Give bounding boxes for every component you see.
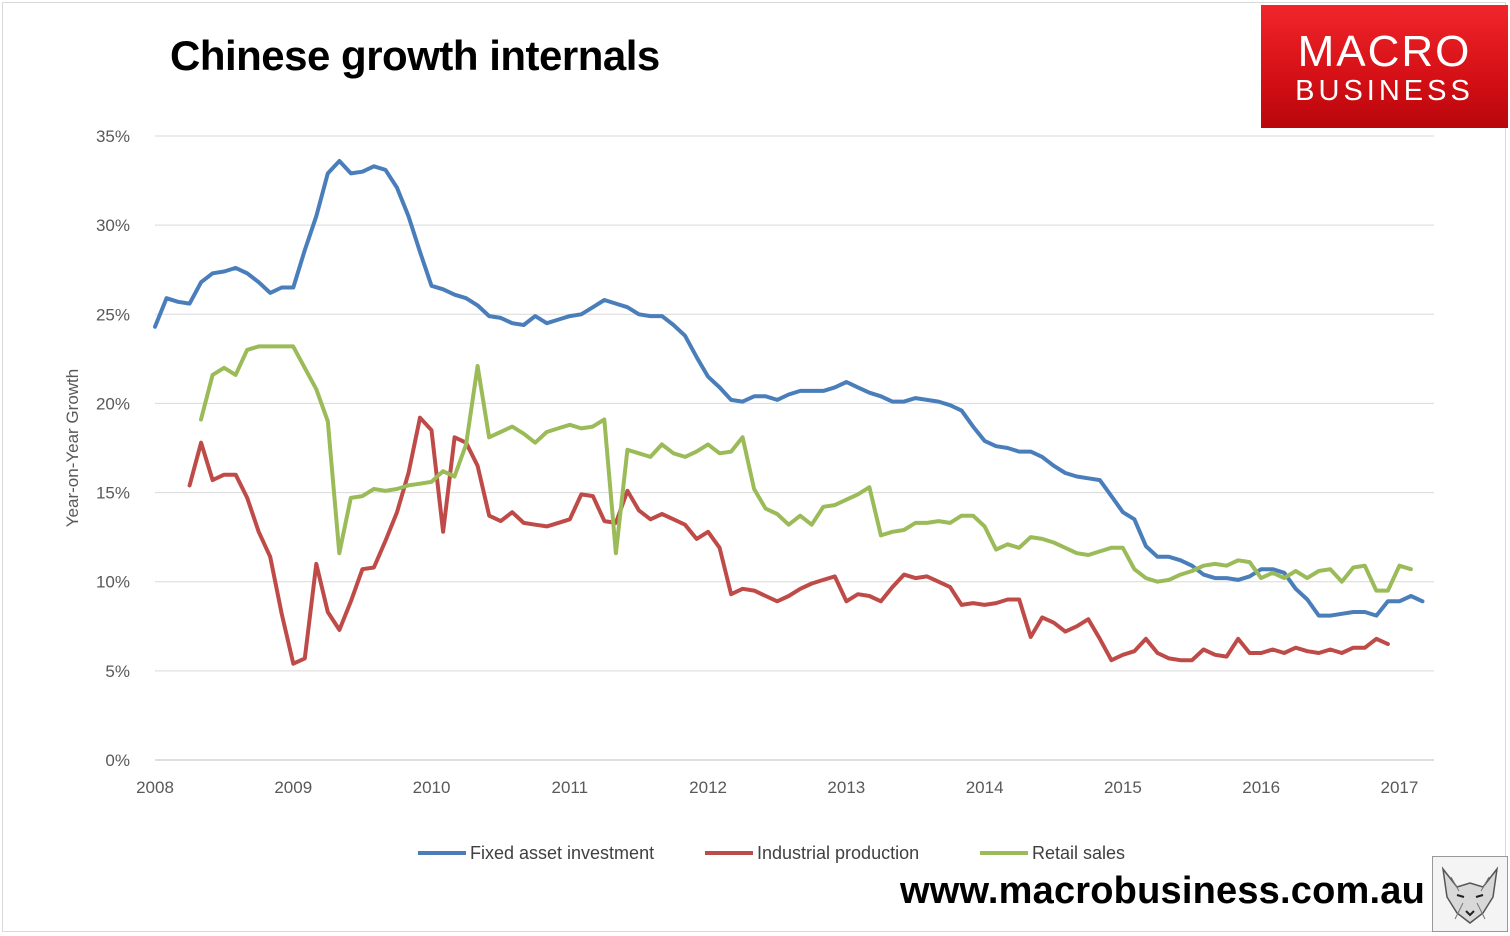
y-tick-label: 10% [96, 573, 130, 592]
website-url: www.macrobusiness.com.au [900, 870, 1425, 912]
x-tick-label: 2009 [274, 778, 312, 797]
y-tick-label: 25% [96, 305, 130, 324]
series-line [199, 344, 1413, 593]
series-lines [153, 159, 1425, 666]
y-tick-label: 20% [96, 394, 130, 413]
y-axis-label: Year-on-Year Growth [63, 369, 82, 527]
logo-line-1: MACRO [1297, 27, 1472, 76]
x-tick-label: 2012 [689, 778, 727, 797]
y-tick-label: 0% [105, 751, 130, 770]
x-tick-label: 2016 [1242, 778, 1280, 797]
fox-sketch-icon [1432, 856, 1508, 932]
legend-label: Retail sales [1032, 843, 1125, 863]
x-tick-label: 2017 [1381, 778, 1419, 797]
x-tick-label: 2014 [966, 778, 1004, 797]
legend: Fixed asset investment Industrial product… [418, 843, 1125, 863]
legend-label: Fixed asset investment [470, 843, 654, 863]
y-axis-ticks: 0% 5% 10% 15% 20% 25% 30% 35% [96, 127, 130, 770]
series-line [187, 415, 1390, 666]
y-tick-label: 15% [96, 484, 130, 503]
x-tick-label: 2011 [552, 778, 589, 797]
x-axis-ticks: 2008 2009 2010 2011 2012 2013 2014 2015 2016 2017 [136, 778, 1418, 797]
series-line [153, 159, 1425, 618]
y-tick-label: 30% [96, 216, 130, 235]
x-tick-label: 2008 [136, 778, 174, 797]
y-tick-label: 5% [105, 662, 130, 681]
x-tick-label: 2013 [827, 778, 865, 797]
macrobusiness-logo: MACRO BUSINESS [1261, 5, 1508, 128]
chart-title: Chinese growth internals [170, 32, 660, 79]
x-tick-label: 2010 [413, 778, 451, 797]
y-tick-label: 35% [96, 127, 130, 146]
legend-label: Industrial production [757, 843, 919, 863]
logo-line-2: BUSINESS [1295, 75, 1474, 107]
x-tick-label: 2015 [1104, 778, 1142, 797]
